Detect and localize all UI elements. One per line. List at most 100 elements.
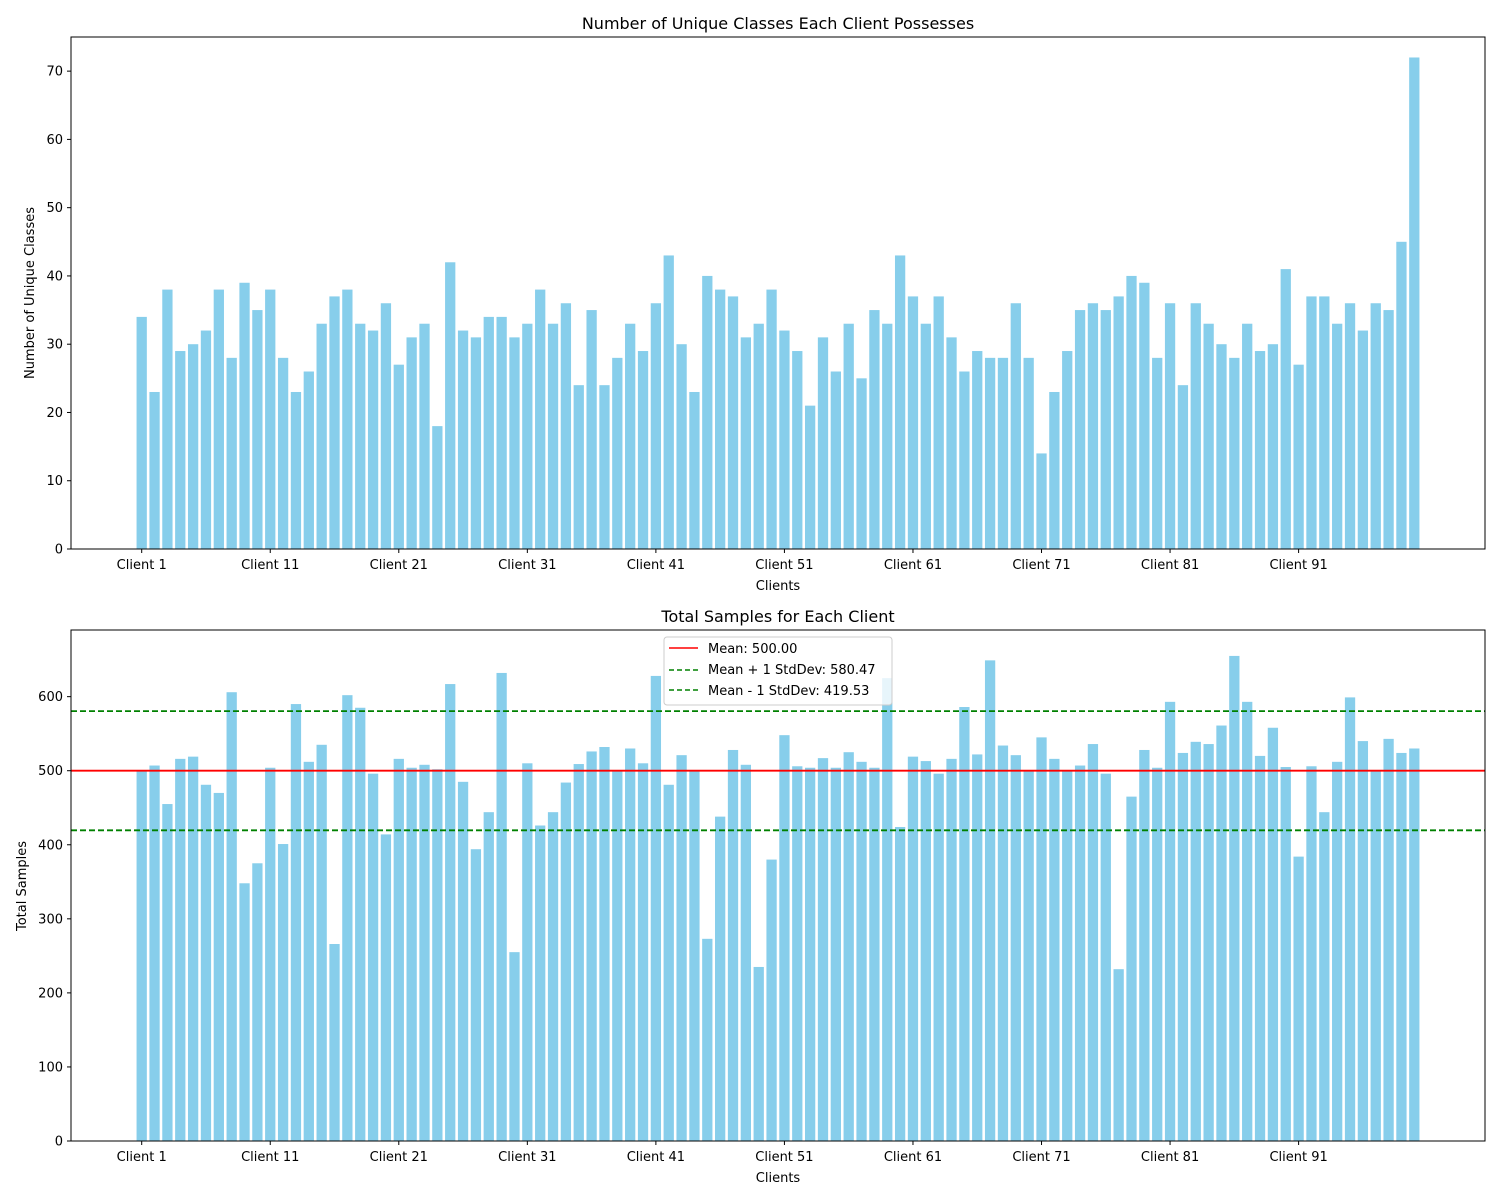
bar-client-89 xyxy=(1267,727,1279,1141)
classes-chart: Number of Unique Classes Each Client Pos… xyxy=(23,14,1486,594)
bar-client-64 xyxy=(946,758,957,1141)
samples-chart-bars xyxy=(136,655,1420,1141)
bar-client-48 xyxy=(740,337,751,549)
bar-client-71 xyxy=(1036,453,1047,549)
bar-client-11 xyxy=(265,767,276,1141)
bar-client-67 xyxy=(984,660,996,1141)
bar-client-61 xyxy=(907,296,919,549)
bar-client-53 xyxy=(804,405,816,549)
bar-client-21 xyxy=(393,758,404,1141)
bar-client-55 xyxy=(830,371,841,549)
bar-client-5 xyxy=(187,344,199,549)
bar-client-72 xyxy=(1049,758,1060,1141)
bar-client-29 xyxy=(496,672,507,1141)
bar-client-89 xyxy=(1267,344,1279,549)
bar-client-44 xyxy=(689,770,700,1141)
bar-client-16 xyxy=(329,296,340,549)
bar-client-18 xyxy=(355,323,366,549)
bar-client-1 xyxy=(136,770,147,1141)
xtick-label: Client 1 xyxy=(117,558,167,573)
xtick-label: Client 41 xyxy=(627,1150,685,1165)
bar-client-10 xyxy=(252,310,263,549)
bar-client-20 xyxy=(380,834,392,1141)
bar-client-66 xyxy=(972,351,983,549)
bar-client-37 xyxy=(599,747,610,1141)
bar-client-85 xyxy=(1216,725,1227,1141)
ytick-label: 60 xyxy=(46,133,63,148)
bar-client-34 xyxy=(560,782,572,1141)
xtick-label: Client 71 xyxy=(1012,1150,1070,1165)
bar-client-27 xyxy=(470,337,482,549)
ytick-label: 20 xyxy=(46,406,63,421)
bar-client-49 xyxy=(753,323,764,549)
bar-client-96 xyxy=(1357,330,1369,549)
bar-client-42 xyxy=(663,784,674,1141)
samples-chart-xticks: Client 1 Client 11 Client 21 Client 31 Clien… xyxy=(117,1141,1328,1165)
bar-client-65 xyxy=(959,371,970,549)
bar-client-93 xyxy=(1319,812,1330,1141)
bar-client-83 xyxy=(1190,303,1201,549)
bar-client-40 xyxy=(637,763,649,1141)
xtick-label: Client 61 xyxy=(884,1150,942,1165)
bar-client-18 xyxy=(355,707,366,1141)
bar-client-61 xyxy=(907,756,919,1141)
bar-client-45 xyxy=(702,275,713,549)
bar-client-7 xyxy=(213,289,224,549)
bar-client-38 xyxy=(612,357,623,549)
bar-client-13 xyxy=(290,704,302,1141)
bar-client-86 xyxy=(1229,357,1240,549)
bar-client-2 xyxy=(149,391,160,549)
bar-client-97 xyxy=(1370,770,1381,1141)
bar-client-48 xyxy=(740,764,751,1141)
bar-client-68 xyxy=(997,357,1009,549)
xtick-label: Client 11 xyxy=(241,558,299,573)
xtick-label: Client 71 xyxy=(1012,558,1070,573)
bar-client-41 xyxy=(650,303,662,549)
bar-client-42 xyxy=(663,255,674,549)
bar-client-79 xyxy=(1139,282,1150,549)
ytick-label: 600 xyxy=(38,690,63,705)
classes-chart-ylabel: Number of Unique Classes xyxy=(23,207,38,379)
bar-client-96 xyxy=(1357,741,1369,1141)
bar-client-15 xyxy=(316,744,327,1141)
bar-client-80 xyxy=(1152,357,1163,549)
xtick-label: Client 11 xyxy=(241,1150,299,1165)
bar-client-36 xyxy=(586,310,597,549)
xtick-label: Client 21 xyxy=(370,558,428,573)
bar-client-3 xyxy=(162,804,173,1141)
bar-client-22 xyxy=(406,337,417,549)
bar-client-6 xyxy=(200,330,212,549)
bar-client-39 xyxy=(625,323,636,549)
bar-client-19 xyxy=(367,773,379,1141)
bar-client-90 xyxy=(1280,269,1291,549)
bar-client-78 xyxy=(1126,275,1137,549)
ytick-label: 0 xyxy=(55,1135,63,1150)
bar-client-69 xyxy=(1010,303,1021,549)
bar-client-93 xyxy=(1319,296,1330,549)
bar-client-32 xyxy=(535,825,546,1141)
bar-client-52 xyxy=(792,351,803,549)
bar-client-84 xyxy=(1203,323,1214,549)
bar-client-29 xyxy=(496,316,507,549)
bar-client-64 xyxy=(946,337,957,549)
bar-client-78 xyxy=(1126,796,1137,1141)
bar-client-87 xyxy=(1242,701,1253,1141)
bar-client-72 xyxy=(1049,391,1060,549)
bar-client-45 xyxy=(702,938,713,1141)
bar-client-12 xyxy=(277,357,289,549)
bar-client-17 xyxy=(342,695,353,1141)
xtick-label: Client 41 xyxy=(627,558,685,573)
bar-client-26 xyxy=(457,781,469,1141)
bar-client-70 xyxy=(1023,770,1034,1141)
bar-client-59 xyxy=(882,678,893,1141)
bar-client-3 xyxy=(162,289,173,549)
bar-client-41 xyxy=(650,675,662,1141)
bar-client-4 xyxy=(175,351,186,549)
bar-client-15 xyxy=(316,323,327,549)
bar-client-53 xyxy=(804,767,816,1141)
bar-client-10 xyxy=(252,863,263,1141)
bar-client-56 xyxy=(843,752,854,1141)
bar-client-43 xyxy=(676,344,687,549)
bar-client-51 xyxy=(779,735,790,1141)
bar-client-95 xyxy=(1344,697,1356,1141)
